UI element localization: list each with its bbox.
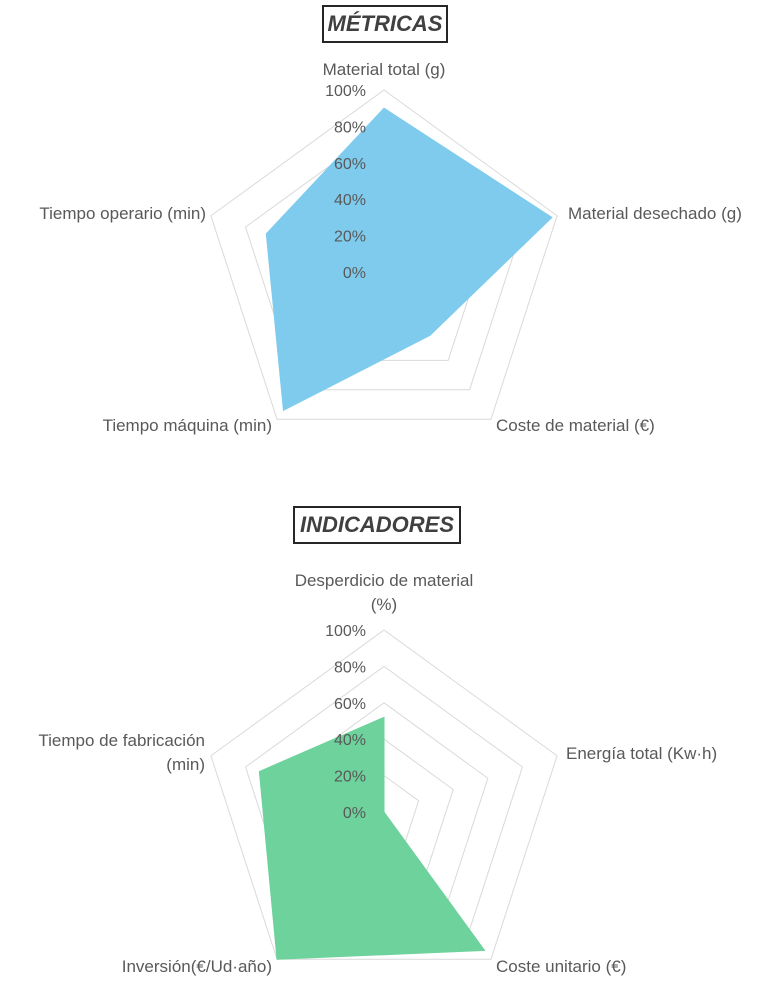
tick-label-0-1: 20%	[334, 229, 366, 246]
tick-label-1-5: 100%	[325, 623, 366, 640]
axis-label-1-1: Energía total (Kw·h)	[566, 744, 717, 763]
axis-label-1-2: Coste unitario (€)	[496, 957, 626, 976]
tick-label-1-0: 0%	[343, 805, 366, 822]
grid-ring-1-5	[210, 629, 558, 960]
chart-title-metricas: MÉTRICAS	[322, 5, 448, 43]
data-series-area-0	[265, 107, 553, 412]
axis-label-0-1: Material desechado (g)	[568, 204, 742, 223]
tick-label-1-2: 40%	[334, 732, 366, 749]
axis-label-1-4: Tiempo de fabricación (min)	[38, 731, 205, 774]
tick-label-0-3: 60%	[334, 156, 366, 173]
tick-label-1-4: 80%	[334, 659, 366, 676]
tick-label-0-0: 0%	[343, 265, 366, 282]
axis-label-0-4: Tiempo operario (min)	[39, 204, 206, 223]
axis-label-1-3: Inversión(€/Ud·año)	[122, 957, 272, 976]
data-series-area-1	[258, 716, 486, 960]
grid-ring-0-5	[210, 89, 558, 420]
chart-title-indicadores: INDICADORES	[293, 506, 461, 544]
axis-label-1-0: Desperdicio de material (%)	[295, 571, 474, 614]
tick-label-0-4: 80%	[334, 119, 366, 136]
tick-label-1-1: 20%	[334, 769, 366, 786]
tick-label-0-5: 100%	[325, 83, 366, 100]
axis-label-0-3: Tiempo máquina (min)	[103, 416, 272, 435]
tick-label-1-3: 60%	[334, 696, 366, 713]
axis-label-0-2: Coste de material (€)	[496, 416, 655, 435]
axis-label-0-0: Material total (g)	[323, 60, 446, 79]
tick-label-0-2: 40%	[334, 192, 366, 209]
